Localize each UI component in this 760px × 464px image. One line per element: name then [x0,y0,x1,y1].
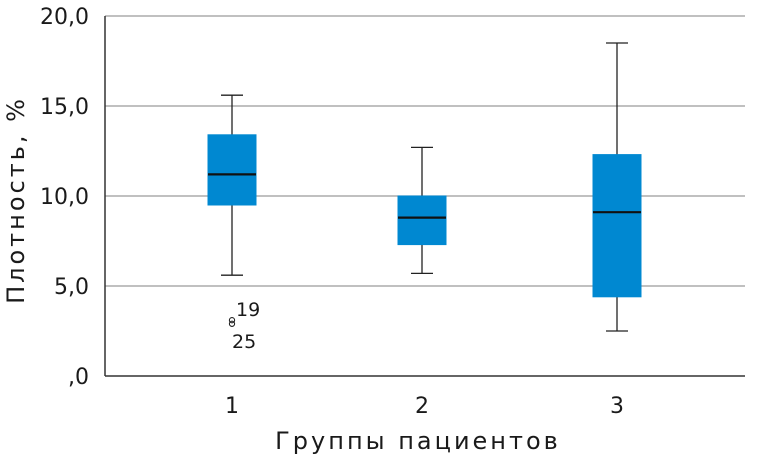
y-tick-label: 10,0 [40,185,89,210]
y-tick-label: 20,0 [40,5,89,30]
box-group-1 [207,94,257,327]
y-tick-label: ,0 [68,365,89,390]
iqr-box [207,134,257,206]
box-group-3 [592,42,642,332]
outlier-label: 19 [236,299,260,321]
box-group-2 [397,146,447,275]
x-tick-label: 2 [415,394,429,419]
iqr-box [592,154,642,298]
y-tick-label: 5,0 [54,275,89,300]
outlier-point [228,320,236,327]
outlier-label: 25 [232,331,256,353]
axes [104,16,745,377]
x-tick-label: 1 [225,394,239,419]
y-tick-label: 15,0 [40,95,89,120]
y-axis-title: Плотность, % [2,96,30,304]
x-tick-label: 3 [610,394,624,419]
grid [105,15,745,287]
iqr-box [397,195,447,246]
x-axis-title: Группы пациентов [275,427,561,455]
boxes [207,42,642,332]
outlier-point [228,317,236,324]
labels: ,0 5,0 10,0 15,0 20,0 19 25 1 2 3 Группы пациентов… [2,5,624,455]
